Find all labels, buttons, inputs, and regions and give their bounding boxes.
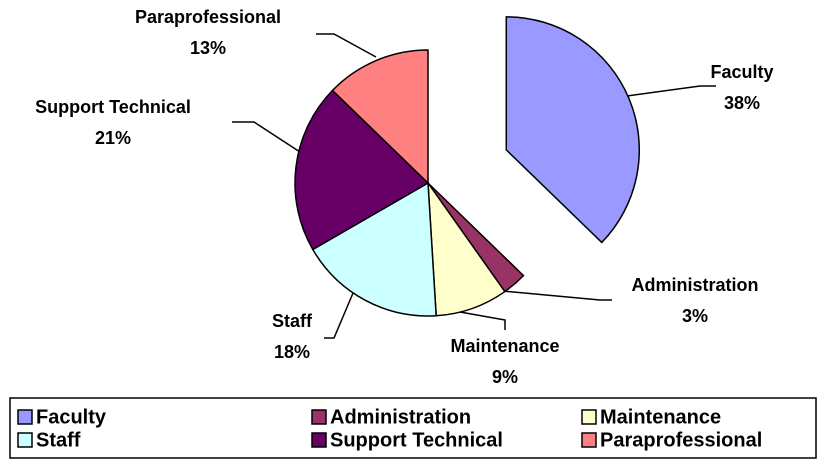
leader-line (597, 85, 716, 101)
legend (9, 397, 817, 459)
slice-label: Paraprofessional (135, 7, 281, 27)
slice-label: Staff (272, 311, 313, 331)
legend-label: Administration (330, 406, 471, 428)
pie-slice (311, 181, 437, 317)
legend-swatch (311, 432, 327, 448)
pie-slice (505, 16, 641, 244)
slice-value: 13% (190, 38, 226, 58)
pie-slice (331, 49, 429, 185)
slice-label: Administration (631, 275, 758, 295)
legend-swatch (581, 409, 597, 425)
leader-line (316, 33, 377, 58)
leader-line (232, 121, 301, 153)
legend-label: Maintenance (600, 406, 721, 428)
legend-swatch (581, 432, 597, 448)
legend-swatch (311, 409, 327, 425)
slice-label: Support Technical (35, 97, 191, 117)
legend-label: Paraprofessional (600, 429, 762, 451)
slice-value: 21% (95, 128, 131, 148)
slice-value: 38% (724, 93, 760, 113)
pie-slice (294, 89, 430, 251)
legend-swatch (17, 409, 33, 425)
slice-value: 9% (492, 367, 518, 387)
slice-label: Maintenance (450, 336, 559, 356)
leader-line (501, 290, 612, 301)
legend-label: Staff (36, 429, 81, 451)
data-labels: Faculty 38% Administration 3% Maintenance 9% S… (35, 7, 773, 387)
slice-value: 3% (682, 306, 708, 326)
legend-items: Faculty Administration Maintenance Staff Sup… (17, 406, 762, 451)
legend-label: Support Technical (330, 429, 503, 451)
slice-label: Faculty (710, 62, 773, 82)
leader-lines (232, 33, 716, 339)
leader-line (324, 285, 357, 339)
legend-swatch (17, 432, 33, 448)
legend-label: Faculty (36, 406, 107, 428)
slice-value: 18% (274, 342, 310, 362)
leader-line (459, 311, 506, 330)
pie (294, 16, 641, 317)
